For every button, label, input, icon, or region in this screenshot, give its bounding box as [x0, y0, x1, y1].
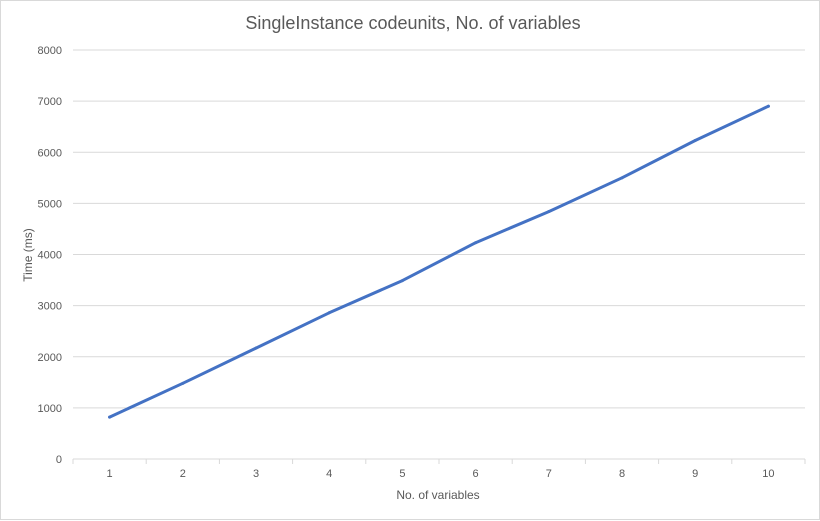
data-point — [693, 138, 697, 142]
data-point — [547, 210, 551, 214]
chart-title: SingleInstance codeunits, No. of variabl… — [245, 13, 580, 33]
data-point — [474, 241, 478, 245]
x-tick-label: 3 — [253, 468, 259, 480]
y-tick-label: 4000 — [38, 250, 62, 262]
y-tick-label: 6000 — [38, 147, 62, 159]
x-tick-label: 7 — [546, 468, 552, 480]
y-axis-tick-labels: 0 1000 2000 3000 4000 5000 6000 7000 8000 — [38, 45, 62, 466]
y-tick-label: 0 — [56, 454, 62, 466]
x-tick-label: 2 — [180, 468, 186, 480]
x-axis-tick-labels: 1 2 3 4 5 6 7 8 9 10 — [107, 468, 775, 480]
y-tick-label: 3000 — [38, 301, 62, 313]
data-point — [327, 311, 331, 315]
data-point — [108, 415, 112, 419]
data-point — [181, 381, 185, 385]
x-tick-label: 10 — [762, 468, 774, 480]
x-tick-label: 9 — [692, 468, 698, 480]
axes — [72, 458, 806, 464]
x-tick-label: 1 — [107, 468, 113, 480]
series-line-0 — [108, 104, 770, 419]
data-point — [400, 279, 404, 283]
x-tick-label: 6 — [473, 468, 479, 480]
y-tick-label: 5000 — [38, 198, 62, 210]
gridlines — [73, 49, 805, 409]
x-tick-label: 5 — [399, 468, 405, 480]
series-layer — [108, 104, 770, 419]
data-point — [620, 176, 624, 180]
data-point — [766, 104, 770, 108]
y-tick-label: 2000 — [38, 352, 62, 364]
y-tick-label: 1000 — [38, 403, 62, 415]
x-tick-label: 4 — [326, 468, 332, 480]
data-point — [254, 346, 258, 350]
x-axis-label: No. of variables — [396, 488, 479, 502]
y-axis-label: Time (ms) — [21, 228, 35, 282]
y-tick-label: 7000 — [38, 96, 62, 108]
y-tick-label: 8000 — [38, 45, 62, 57]
x-tick-label: 8 — [619, 468, 625, 480]
